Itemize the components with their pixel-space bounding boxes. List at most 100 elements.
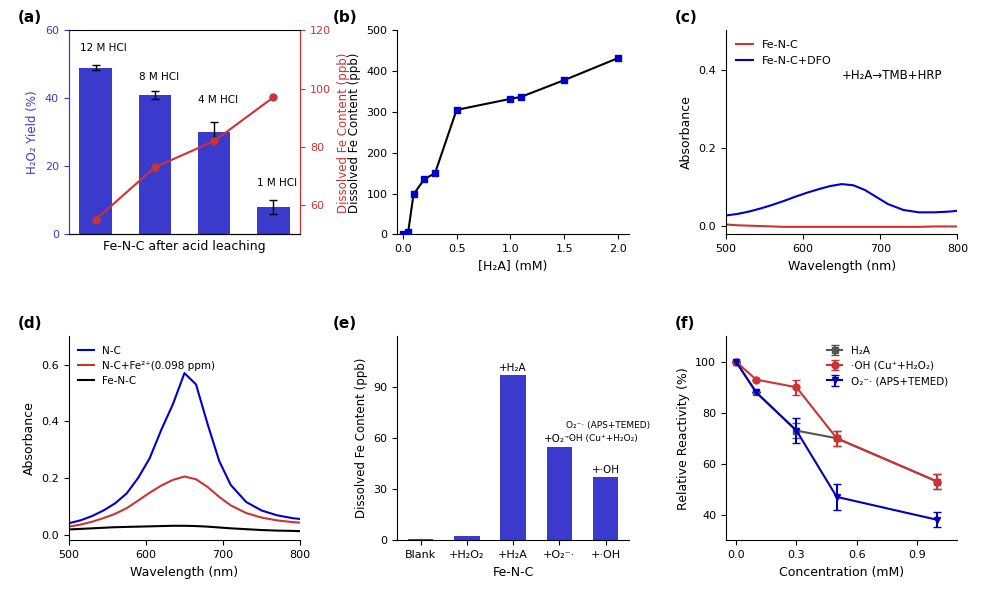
Point — [503, 94, 518, 104]
Fe-N-C — [155, 523, 167, 530]
Fe-N-C — [813, 223, 825, 231]
Fe-N-C+DFO — [755, 205, 767, 212]
Point — [557, 75, 573, 85]
Text: 4 M HCl: 4 M HCl — [198, 95, 239, 105]
X-axis label: Concentration (mM): Concentration (mM) — [779, 566, 904, 578]
Fe-N-C — [225, 524, 237, 532]
Fe-N-C — [295, 527, 306, 535]
N-C — [201, 421, 213, 428]
Fe-N-C+DFO — [859, 186, 871, 194]
Fe-N-C — [847, 223, 859, 231]
Fe-N-C — [109, 524, 121, 531]
N-C — [225, 481, 237, 489]
Fe-N-C — [167, 522, 179, 529]
N-C — [179, 370, 191, 377]
Fe-N-C — [778, 223, 790, 231]
N-C — [86, 512, 98, 520]
Fe-N-C — [271, 527, 283, 534]
Fe-N-C+DFO — [720, 212, 732, 219]
Fe-N-C — [143, 523, 155, 530]
N-C — [109, 500, 121, 507]
Fe-N-C — [766, 223, 778, 230]
Y-axis label: Relative Reactivity (%): Relative Reactivity (%) — [677, 367, 689, 510]
N-C+Fe²⁺(0.098 ppm) — [75, 521, 86, 528]
Fe-N-C+DFO — [882, 200, 894, 208]
Y-axis label: H₂O₂ Yield (%): H₂O₂ Yield (%) — [27, 90, 39, 174]
Point — [406, 189, 421, 199]
Fe-N-C+DFO — [790, 193, 801, 200]
Y-axis label: Dissolved Fe Content (ppb): Dissolved Fe Content (ppb) — [348, 52, 361, 212]
Point — [416, 174, 432, 184]
Y-axis label: Absorbance: Absorbance — [23, 401, 35, 475]
Line: N-C+Fe²⁺(0.098 ppm): N-C+Fe²⁺(0.098 ppm) — [69, 476, 300, 527]
N-C — [241, 498, 252, 506]
N-C+Fe²⁺(0.098 ppm) — [155, 482, 167, 489]
N-C+Fe²⁺(0.098 ppm) — [225, 502, 237, 509]
X-axis label: Fe-N-C after acid leaching: Fe-N-C after acid leaching — [103, 240, 266, 253]
N-C+Fe²⁺(0.098 ppm) — [255, 514, 267, 521]
Fe-N-C — [720, 221, 732, 228]
N-C+Fe²⁺(0.098 ppm) — [133, 497, 144, 504]
Fe-N-C+DFO — [824, 183, 836, 190]
Text: +H₂A→TMB+HRP: +H₂A→TMB+HRP — [842, 69, 943, 83]
Bar — [501, 375, 525, 540]
N-C+Fe²⁺(0.098 ppm) — [63, 523, 75, 531]
Fe-N-C+DFO — [813, 186, 825, 193]
Fe-N-C — [201, 523, 213, 531]
Fe-N-C — [913, 223, 925, 231]
Fe-N-C — [287, 527, 299, 535]
N-C — [271, 512, 283, 519]
Text: (a): (a) — [18, 10, 42, 25]
Legend: Fe-N-C, Fe-N-C+DFO: Fe-N-C, Fe-N-C+DFO — [732, 36, 836, 70]
Fe-N-C — [928, 223, 940, 230]
Line: N-C: N-C — [69, 373, 300, 523]
Y-axis label: Dissolved Fe Content (ppb): Dissolved Fe Content (ppb) — [355, 358, 368, 518]
N-C+Fe²⁺(0.098 ppm) — [241, 509, 252, 517]
Text: +·OH: +·OH — [591, 465, 620, 475]
Bar — [408, 538, 433, 540]
Fe-N-C+DFO — [898, 206, 909, 214]
N-C+Fe²⁺(0.098 ppm) — [191, 476, 202, 483]
Fe-N-C — [732, 222, 743, 229]
Fe-N-C — [86, 524, 98, 532]
Text: (c): (c) — [675, 10, 698, 25]
Bar — [197, 132, 231, 234]
Fe-N-C — [882, 223, 894, 231]
Point — [427, 168, 443, 178]
Point — [610, 53, 626, 63]
Fe-N-C — [75, 525, 86, 532]
N-C+Fe²⁺(0.098 ppm) — [143, 489, 155, 497]
Bar — [80, 68, 112, 234]
Point — [395, 229, 410, 239]
Text: (e): (e) — [333, 316, 356, 331]
Text: O₂⁻· (APS+TEMED): O₂⁻· (APS+TEMED) — [567, 421, 650, 430]
Fe-N-C — [836, 223, 847, 231]
Text: +O₂⁻·: +O₂⁻· — [544, 434, 574, 444]
Fe-N-C+DFO — [847, 181, 859, 189]
N-C+Fe²⁺(0.098 ppm) — [167, 476, 179, 484]
X-axis label: Fe-N-C: Fe-N-C — [492, 566, 534, 578]
Point — [514, 92, 529, 102]
N-C+Fe²⁺(0.098 ppm) — [86, 518, 98, 526]
Fe-N-C — [213, 524, 225, 531]
Fe-N-C+DFO — [928, 209, 940, 216]
Fe-N-C — [179, 522, 191, 529]
Fe-N-C — [944, 223, 955, 230]
N-C+Fe²⁺(0.098 ppm) — [109, 510, 121, 518]
Fe-N-C+DFO — [732, 210, 743, 217]
Bar — [454, 536, 479, 540]
Fe-N-C — [790, 223, 801, 231]
N-C — [287, 515, 299, 522]
X-axis label: [H₂A] (mM): [H₂A] (mM) — [478, 260, 548, 273]
N-C+Fe²⁺(0.098 ppm) — [287, 518, 299, 526]
Line: Fe-N-C: Fe-N-C — [69, 526, 300, 531]
Fe-N-C+DFO — [801, 189, 813, 197]
Fe-N-C — [743, 222, 755, 229]
Text: (d): (d) — [18, 316, 42, 331]
Fe-N-C — [241, 526, 252, 533]
N-C — [155, 426, 167, 433]
N-C — [255, 507, 267, 514]
N-C — [75, 517, 86, 524]
Text: (b): (b) — [333, 10, 357, 25]
Text: 8 M HCl: 8 M HCl — [138, 72, 179, 83]
